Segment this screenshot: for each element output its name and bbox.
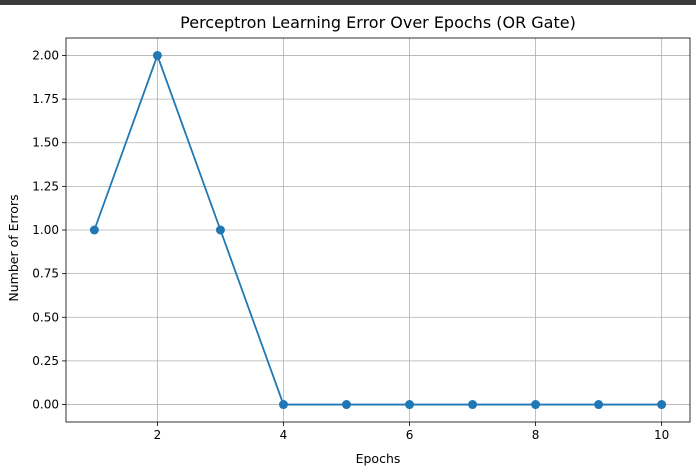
series-line [93, 54, 662, 406]
data-point [341, 400, 351, 410]
chart-title: Perceptron Learning Error Over Epochs (O… [180, 13, 576, 32]
data-point [215, 225, 225, 235]
window-top-bar [0, 0, 696, 5]
x-tick-label: 10 [654, 428, 669, 442]
grid-lines [66, 38, 690, 422]
x-tick-label: 2 [154, 428, 162, 442]
series-lines [93, 54, 662, 406]
y-axis-ticks: 0.00 0.25 0.50 0.75 1.00 1.25 1.50 1.75 2.00 [32, 48, 66, 412]
y-axis-label: Number of Errors [6, 194, 21, 301]
data-point [531, 400, 541, 410]
y-tick-label: 1.75 [32, 92, 59, 106]
y-tick-label: 1.00 [32, 223, 59, 237]
y-tick-label: 0.00 [32, 398, 59, 412]
data-point [89, 225, 99, 235]
data-point [657, 400, 667, 410]
y-tick-label: 1.50 [32, 136, 59, 150]
x-tick-label: 8 [532, 428, 540, 442]
y-tick-label: 0.75 [32, 267, 59, 281]
y-tick-label: 0.25 [32, 354, 59, 368]
x-axis-label: Epochs [356, 451, 401, 466]
data-point [405, 400, 415, 410]
data-point [594, 400, 604, 410]
y-tick-label: 1.25 [32, 179, 59, 193]
y-tick-label: 0.50 [32, 310, 59, 324]
data-point [468, 400, 478, 410]
data-point [152, 50, 162, 60]
x-tick-label: 6 [406, 428, 414, 442]
series-points [89, 50, 667, 410]
y-tick-label: 2.00 [32, 48, 59, 62]
data-point [278, 400, 288, 410]
x-tick-label: 4 [280, 428, 288, 442]
x-axis-ticks: 2 4 6 8 10 [154, 422, 669, 442]
